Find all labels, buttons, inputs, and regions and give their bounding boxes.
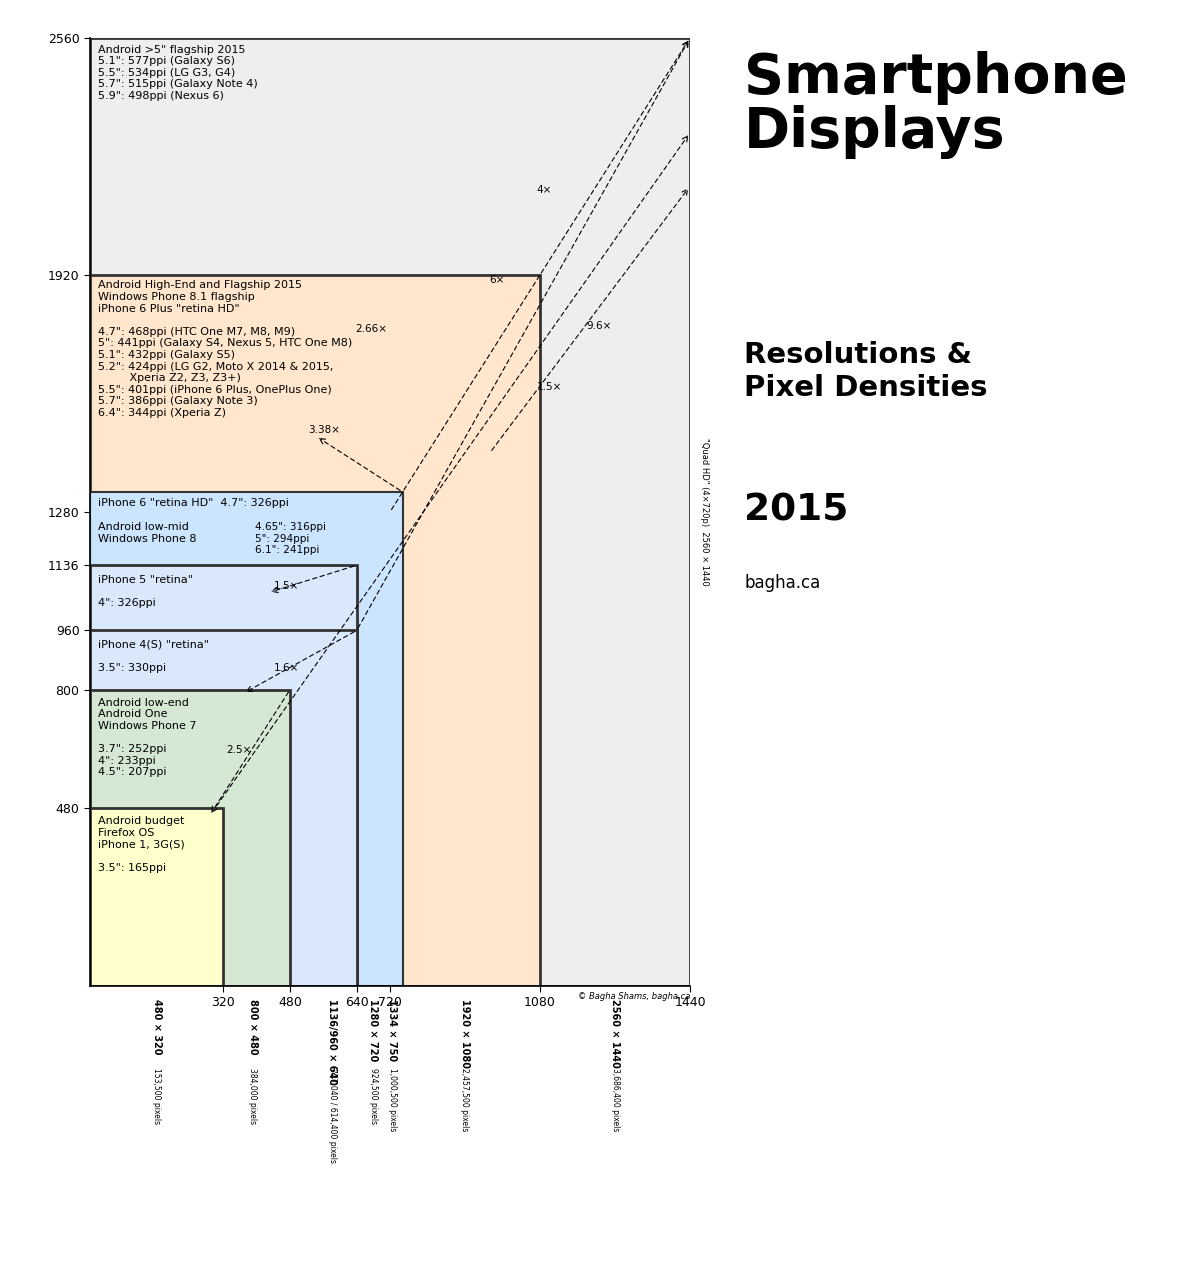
Text: 2.5×: 2.5× xyxy=(227,744,252,755)
Text: 480 × 320: 480 × 320 xyxy=(151,999,162,1054)
Text: bagha.ca: bagha.ca xyxy=(744,574,821,592)
Text: 727,040 / 614,400 pixels: 727,040 / 614,400 pixels xyxy=(328,1068,337,1163)
Text: Resolutions &
Pixel Densities: Resolutions & Pixel Densities xyxy=(744,341,988,402)
Text: 1.5×: 1.5× xyxy=(274,581,299,592)
Bar xyxy=(90,565,356,986)
Text: Android High-End and Flagship 2015
Windows Phone 8.1 flagship
iPhone 6 Plus "ret: Android High-End and Flagship 2015 Windo… xyxy=(97,281,352,418)
Bar xyxy=(90,512,390,986)
Text: Android budget
Firefox OS
iPhone 1, 3G(S)

3.5": 165ppi: Android budget Firefox OS iPhone 1, 3G(S… xyxy=(97,817,185,872)
Text: 1334 × 750: 1334 × 750 xyxy=(388,999,397,1060)
Text: Android low-end
Android One
Windows Phone 7

3.7": 252ppi
4": 233ppi
4.5": 207pp: Android low-end Android One Windows Phon… xyxy=(97,698,196,777)
Text: iPhone 6 "retina HD"  4.7": 326ppi: iPhone 6 "retina HD" 4.7": 326ppi xyxy=(97,498,288,508)
Text: Android >5" flagship 2015
5.1": 577ppi (Galaxy S6)
5.5": 534ppi (LG G3, G4)
5.7": Android >5" flagship 2015 5.1": 577ppi (… xyxy=(97,44,257,101)
Text: 4.65": 316ppi
5": 294ppi
6.1": 241ppi: 4.65": 316ppi 5": 294ppi 6.1": 241ppi xyxy=(254,522,325,555)
Text: 1280 × 720: 1280 × 720 xyxy=(368,999,378,1060)
Text: 6×: 6× xyxy=(490,276,504,286)
Text: 800 × 480: 800 × 480 xyxy=(247,999,258,1054)
Text: 4×: 4× xyxy=(536,186,552,196)
Text: 1920 × 1080: 1920 × 1080 xyxy=(460,999,470,1068)
Text: 153,500 pixels: 153,500 pixels xyxy=(152,1068,161,1124)
Bar xyxy=(90,492,402,986)
Text: 2560 × 1440: 2560 × 1440 xyxy=(610,999,620,1067)
Text: 1.6×: 1.6× xyxy=(274,664,300,674)
Text: 3,686,400 pixels: 3,686,400 pixels xyxy=(611,1068,619,1131)
Text: 1,000,500 pixels: 1,000,500 pixels xyxy=(388,1068,396,1131)
Text: Smartphone
Displays: Smartphone Displays xyxy=(744,51,1128,158)
Text: 3.38×: 3.38× xyxy=(308,426,341,436)
Text: "Quad HD" (4×720p)  2560 × 1440: "Quad HD" (4×720p) 2560 × 1440 xyxy=(700,439,709,585)
Bar xyxy=(90,808,223,986)
Text: 1136/960 × 640: 1136/960 × 640 xyxy=(328,999,337,1085)
Text: 2015: 2015 xyxy=(744,493,848,528)
Text: © Bagha Shams, bagha.ca: © Bagha Shams, bagha.ca xyxy=(577,992,690,1001)
Text: 2,457,500 pixels: 2,457,500 pixels xyxy=(461,1068,469,1131)
Text: 2.66×: 2.66× xyxy=(355,324,386,334)
Text: 9.6×: 9.6× xyxy=(587,321,612,331)
Bar xyxy=(90,631,356,986)
Text: Android low-mid
Windows Phone 8: Android low-mid Windows Phone 8 xyxy=(97,522,196,544)
Text: iPhone 5 "retina"

4": 326ppi: iPhone 5 "retina" 4": 326ppi xyxy=(97,575,192,608)
Bar xyxy=(90,274,540,986)
Text: 384,000 pixels: 384,000 pixels xyxy=(248,1068,257,1124)
Bar xyxy=(90,690,290,986)
Text: 1.5×: 1.5× xyxy=(536,382,562,392)
Text: 924,500 pixels: 924,500 pixels xyxy=(368,1068,378,1124)
Text: iPhone 4(S) "retina"

3.5": 330ppi: iPhone 4(S) "retina" 3.5": 330ppi xyxy=(97,640,209,672)
